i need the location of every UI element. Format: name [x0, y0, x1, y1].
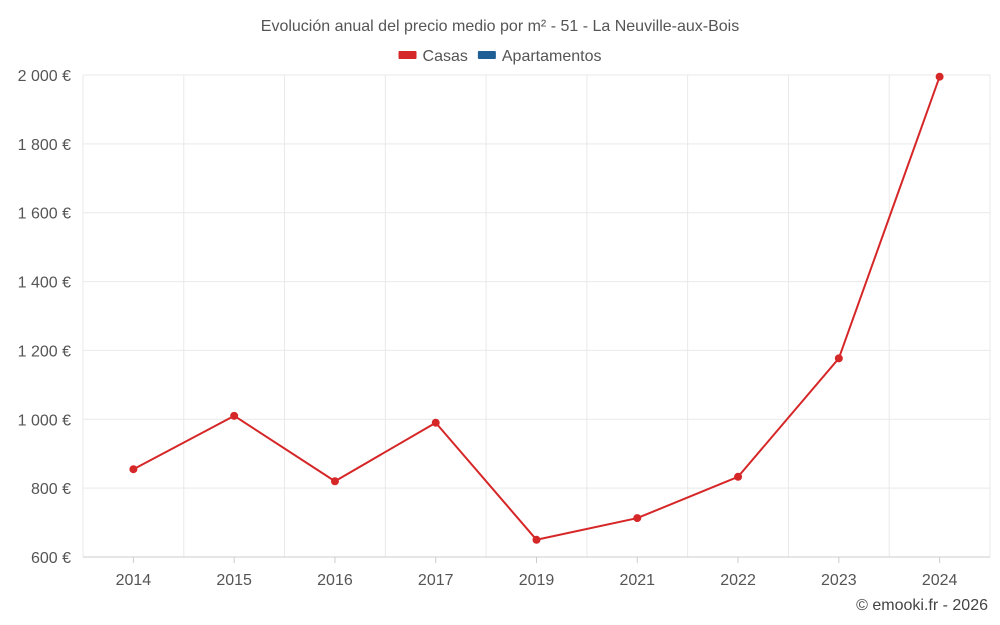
- x-tick-label: 2017: [418, 572, 454, 589]
- y-tick-label: 1 600 €: [18, 206, 71, 223]
- grid: [82, 74, 991, 558]
- data-point[interactable]: [633, 514, 642, 523]
- legend-label: Casas: [423, 48, 468, 65]
- x-tick-label: 2019: [519, 572, 555, 589]
- x-tick-label: 2021: [619, 572, 655, 589]
- legend-label: Apartamentos: [502, 48, 602, 65]
- legend: Casas Apartamentos: [398, 48, 602, 65]
- x-tick-label: 2024: [922, 572, 958, 589]
- legend-swatch: [477, 51, 496, 59]
- data-point[interactable]: [129, 465, 138, 474]
- x-tick-label: 2015: [216, 572, 252, 589]
- data-point[interactable]: [431, 418, 440, 427]
- x-axis: 2014 2015 2016 2017 2019 2021 2022 2023 2024: [83, 556, 990, 589]
- legend-item-0[interactable]: Casas: [398, 48, 468, 65]
- y-tick-label: 1 800 €: [18, 137, 71, 154]
- data-point[interactable]: [734, 472, 743, 481]
- y-tick-label: 1 400 €: [18, 275, 71, 292]
- credit-text: © emooki.fr - 2026: [856, 597, 988, 614]
- data-point[interactable]: [834, 354, 843, 363]
- y-tick-label: 600 €: [31, 550, 71, 567]
- y-tick-label: 800 €: [31, 481, 71, 498]
- series-line-0: [132, 76, 941, 541]
- x-tick-label: 2014: [116, 572, 152, 589]
- y-axis: 600 € 800 € 1 000 € 1 200 € 1 400 € 1 600 € 1 …: [18, 68, 71, 567]
- y-tick-label: 2 000 €: [18, 68, 71, 85]
- data-point[interactable]: [230, 411, 239, 420]
- data-point[interactable]: [935, 72, 944, 81]
- y-tick-label: 1 000 €: [18, 412, 71, 429]
- legend-item-1[interactable]: Apartamentos: [477, 48, 602, 65]
- x-tick-label: 2022: [720, 572, 756, 589]
- data-point[interactable]: [330, 477, 339, 486]
- x-tick-label: 2016: [317, 572, 353, 589]
- data-point[interactable]: [532, 535, 541, 544]
- y-tick-label: 1 200 €: [18, 343, 71, 360]
- chart-title: Evolución anual del precio medio por m² …: [261, 18, 739, 35]
- x-tick-label: 2023: [821, 572, 857, 589]
- series-layer: [129, 72, 944, 544]
- legend-swatch: [398, 51, 417, 59]
